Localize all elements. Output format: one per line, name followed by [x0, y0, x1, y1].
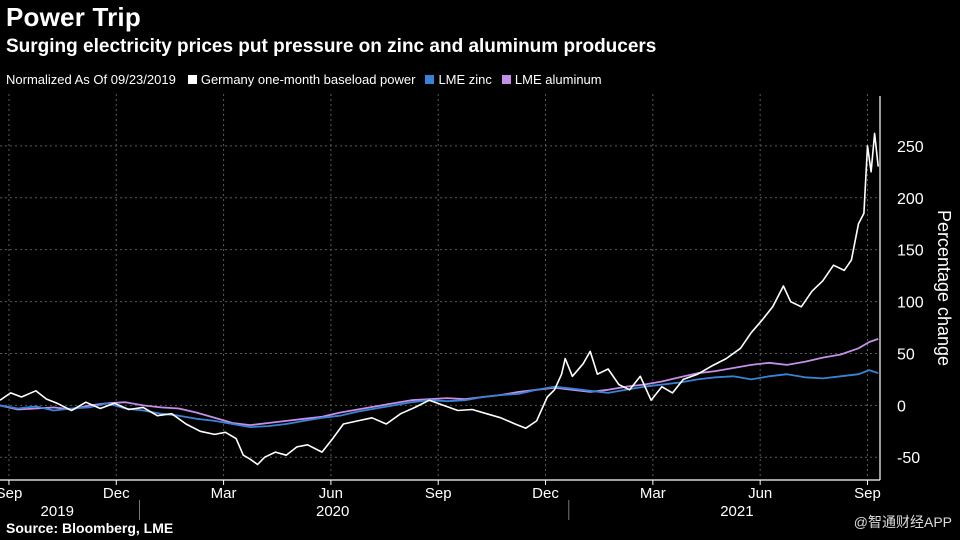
x-tick-label: Jun	[748, 485, 772, 502]
year-label: 2019	[41, 503, 74, 520]
y-tick-label: 200	[897, 191, 924, 208]
y-tick-label: -50	[897, 450, 920, 467]
legend-label-power: Germany one-month baseload power	[200, 72, 416, 87]
x-tick-label: Mar	[640, 485, 666, 502]
legend-normalization-note: Normalized As Of 09/23/2019	[6, 72, 176, 87]
x-tick-label: Jun	[319, 485, 343, 502]
y-axis-title: Percentage change	[934, 210, 954, 366]
chart-subtitle: Surging electricity prices put pressure …	[6, 36, 657, 57]
year-label: 2021	[720, 503, 753, 520]
y-tick-label: 0	[897, 398, 906, 415]
legend-item-power: Germany one-month baseload power	[187, 72, 416, 87]
y-tick-label: 50	[897, 346, 915, 363]
chart-title: Power Trip	[6, 2, 141, 32]
watermark: @智通财经APP	[853, 514, 952, 530]
legend-item-zinc: LME zinc	[425, 72, 492, 87]
legend-label-aluminum: LME aluminum	[514, 72, 602, 87]
legend-item-aluminum: LME aluminum	[501, 72, 602, 87]
x-tick-label: Dec	[103, 485, 130, 502]
x-tick-label: Sep	[425, 485, 452, 502]
legend-label-zinc: LME zinc	[438, 72, 492, 87]
legend-swatch-zinc	[425, 75, 435, 84]
x-tick-label: Mar	[211, 485, 237, 502]
y-tick-label: 100	[897, 295, 924, 312]
legend: Normalized As Of 09/23/2019 Germany one-…	[6, 72, 612, 87]
x-tick-label: Sep	[854, 485, 881, 502]
year-label: 2020	[316, 503, 349, 520]
y-tick-label: 150	[897, 243, 924, 260]
x-tick-label: Sep	[0, 485, 22, 502]
y-tick-label: 250	[897, 139, 924, 156]
legend-swatch-power	[187, 75, 197, 84]
series-line-power	[0, 132, 879, 466]
source-note: Source: Bloomberg, LME	[6, 520, 174, 536]
x-tick-label: Dec	[532, 485, 559, 502]
legend-swatch-aluminum	[501, 75, 511, 84]
series-line-aluminum	[0, 338, 879, 426]
